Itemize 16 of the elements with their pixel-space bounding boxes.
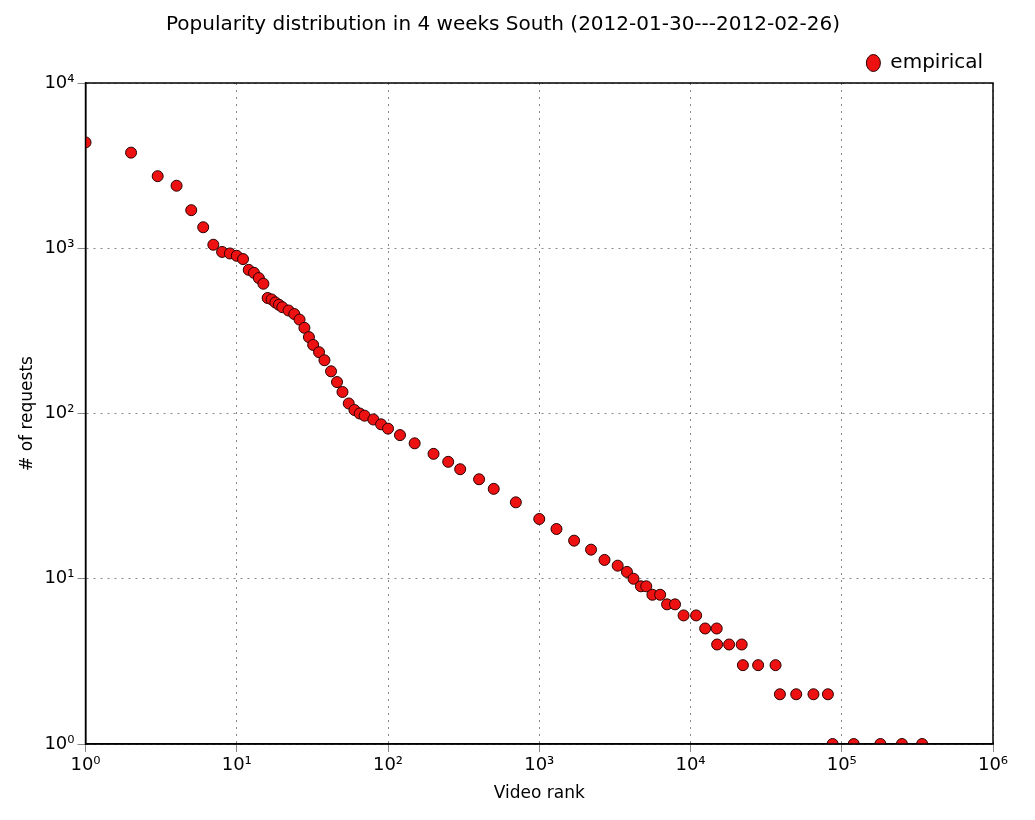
- x-tick-label: 10³: [524, 753, 555, 775]
- x-tick-label: 10⁰: [70, 753, 101, 775]
- x-tick-label: 10⁶: [977, 753, 1009, 775]
- x-axis-title: Video rank: [493, 782, 585, 803]
- y-axis-title: # of requests: [15, 355, 36, 471]
- chart-title: Popularity distribution in 4 weeks South (2012-01-30---2012-02-26): [165, 11, 841, 36]
- legend-label: empirical: [890, 49, 984, 74]
- y-tick-label: 10³: [44, 235, 75, 257]
- x-tick-label: 10⁵: [826, 753, 857, 775]
- y-tick-label: 10¹: [44, 566, 75, 588]
- x-tick-label: 10²: [372, 753, 404, 775]
- y-tick-label: 10²: [44, 401, 75, 423]
- x-tick-label: 10¹: [221, 753, 252, 775]
- y-tick-label: 10⁰: [44, 731, 75, 753]
- x-tick-label: 10⁴: [675, 753, 706, 775]
- y-tick-label: 10⁴: [44, 70, 75, 92]
